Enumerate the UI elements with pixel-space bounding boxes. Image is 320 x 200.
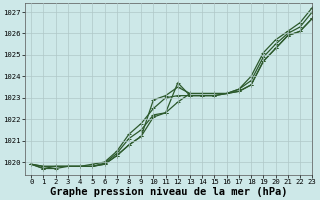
X-axis label: Graphe pression niveau de la mer (hPa): Graphe pression niveau de la mer (hPa) (50, 186, 287, 197)
